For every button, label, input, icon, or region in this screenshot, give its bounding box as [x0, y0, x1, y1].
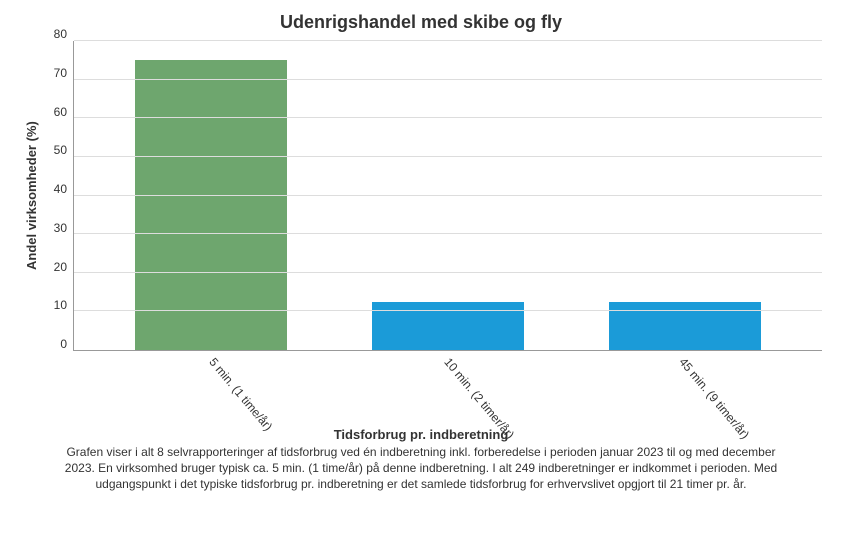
grid-line — [74, 117, 822, 118]
x-axis: 5 min. (1 time/år)10 min. (2 timer/år)45… — [82, 351, 822, 423]
chart-title: Udenrigshandel med skibe og fly — [20, 12, 822, 33]
y-axis: 80706050403020100 — [43, 41, 73, 351]
grid-line — [74, 40, 822, 41]
grid-line — [74, 233, 822, 234]
grid-line — [74, 310, 822, 311]
y-axis-label: Andel virksomheder (%) — [20, 41, 43, 351]
x-axis-label: Tidsforbrug pr. indberetning — [20, 427, 822, 442]
x-tick: 5 min. (1 time/år) — [100, 351, 335, 423]
bar-chart: Udenrigshandel med skibe og fly Andel vi… — [0, 0, 842, 558]
bar — [609, 302, 761, 350]
grid-line — [74, 79, 822, 80]
bars-group — [74, 41, 822, 350]
plot-area: Andel virksomheder (%) 80706050403020100 — [20, 41, 822, 351]
chart-caption: Grafen viser i alt 8 selvrapporteringer … — [20, 444, 822, 493]
grid-line — [74, 272, 822, 273]
bar — [372, 302, 524, 350]
plot — [73, 41, 822, 351]
x-tick: 45 min. (9 timer/år) — [569, 351, 804, 423]
bar — [135, 60, 287, 350]
grid-line — [74, 156, 822, 157]
x-tick: 10 min. (2 timer/år) — [335, 351, 570, 423]
grid-line — [74, 195, 822, 196]
